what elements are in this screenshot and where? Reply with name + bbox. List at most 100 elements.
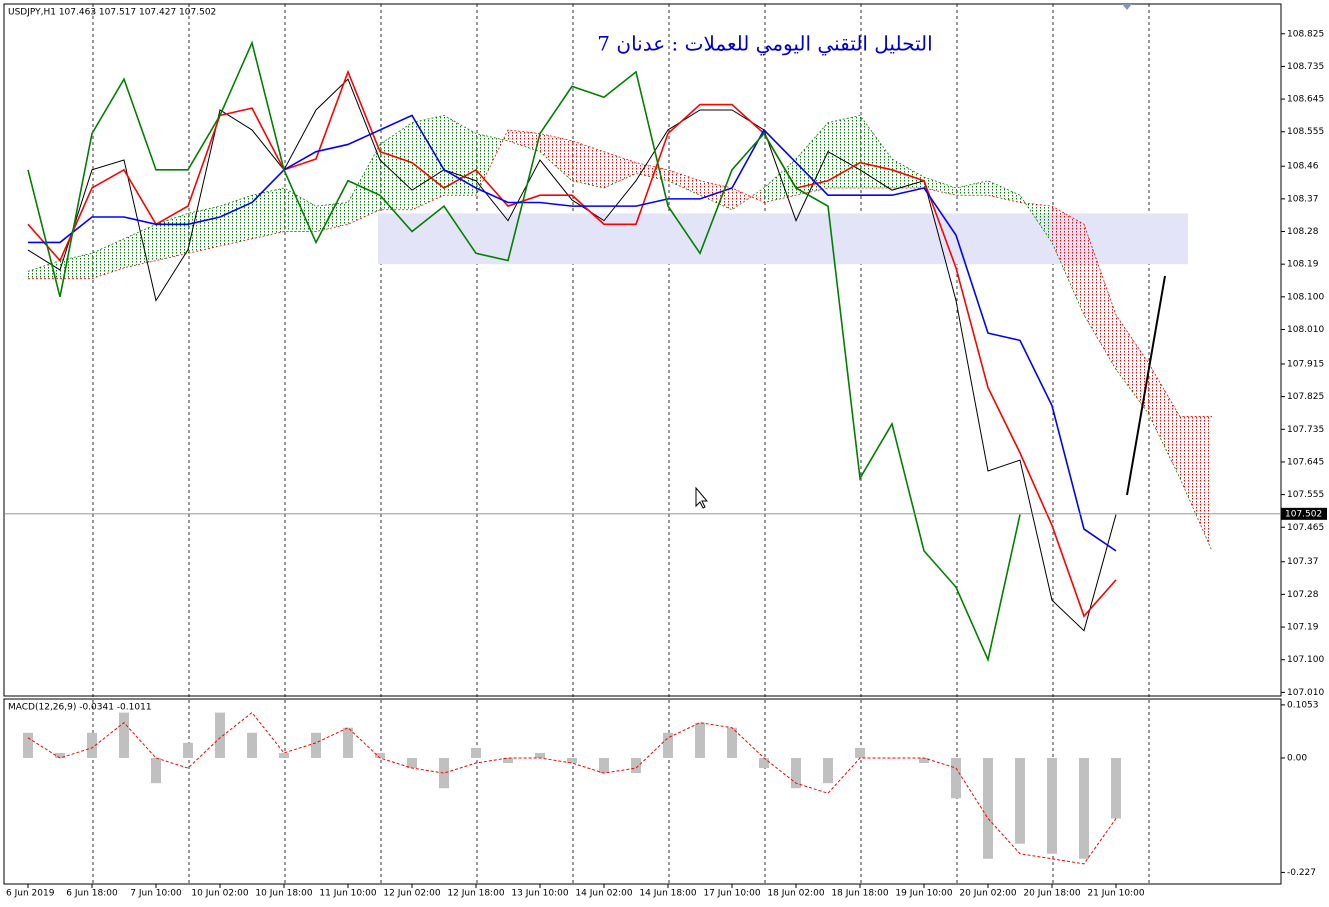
histogram-bar [887,757,897,759]
y-tick-label: 107.645 [1287,457,1324,467]
y-tick-label: 108.825 [1287,29,1324,39]
histogram-bar [55,752,65,758]
cloud-segment [796,122,828,196]
x-tick-label: 21 Jun 10:00 [1087,889,1144,899]
x-tick-label: 20 Jun 18:00 [1023,889,1080,899]
histogram-bar [791,757,801,789]
y-tick-label: 108.28 [1287,227,1319,237]
last-price-box [1281,507,1327,520]
histogram-bar [1079,757,1089,859]
histogram-bar [151,757,161,784]
y-tick-label: 107.825 [1287,392,1324,402]
y-tick-label: 107.010 [1287,688,1324,698]
macd-info: MACD(12,26,9) -0.0341 -0.1011 [8,703,152,713]
y-tick-label: 107.465 [1287,523,1324,533]
histogram-bar [407,757,417,769]
cloud-segment [156,213,188,261]
histogram-bar [183,742,193,758]
indicator-line [27,69,1117,618]
x-tick-label: 6 Jun 18:00 [66,889,118,899]
y-tick-label: 108.19 [1287,260,1319,270]
cloud-edge [28,129,1212,417]
histogram-bar [983,757,993,859]
cloud-segment [92,238,124,279]
x-tick-label: 7 Jun 10:00 [130,889,182,899]
y-tick-label: 107.19 [1287,623,1319,633]
cloud-segment [348,144,380,225]
cloud-segment [188,206,220,254]
y-tick-label: -0.227 [1287,868,1316,878]
cloud-segment [828,115,860,188]
trend-line [1126,275,1166,496]
cloud-segment [700,180,732,210]
histogram-bar [823,757,833,784]
cloud-segment [124,224,156,268]
x-tick-label: 14 Jun 02:00 [575,889,632,899]
histogram-bar [855,747,865,758]
histogram-bar [631,757,641,774]
cloud-segment [316,202,348,232]
cloud-edge [27,114,1213,552]
price-line [27,78,1117,632]
histogram-bar [471,747,481,758]
cloud-segment [508,129,540,152]
y-tick-label: 107.100 [1287,655,1324,665]
cloud-segment [1148,362,1180,479]
cloud-segment [284,187,316,232]
y-tick-label: 108.37 [1287,194,1319,204]
histogram-bar [279,752,289,758]
histogram-bar [375,752,385,758]
histogram-bar [247,732,257,758]
last-price-label: 107.502 [1285,509,1322,519]
x-tick-label: 10 Jun 18:00 [255,889,312,899]
cloud-segment [988,180,1020,203]
y-tick-label: 0.1053 [1287,700,1319,710]
histogram-bar [311,732,321,758]
x-tick-label: 11 Jun 10:00 [319,889,376,899]
y-tick-label: 107.735 [1287,425,1324,435]
cloud-segment [1084,224,1116,370]
y-tick-label: 108.46 [1287,162,1319,172]
x-tick-label: 6 Jun 2019 [6,889,55,899]
histogram-bar [951,757,961,799]
y-tick-label: 108.735 [1287,62,1324,72]
indicator-line [28,114,1117,552]
cloud-segment [956,180,988,196]
y-tick-label: 107.28 [1287,590,1319,600]
histogram-bar [919,757,929,764]
histogram-bar [343,727,353,758]
cloud-segment [892,158,924,188]
histogram-bar [599,757,609,774]
x-tick-label: 18 Jun 02:00 [767,889,824,899]
x-tick-label: 14 Jun 18:00 [639,889,696,899]
y-tick-label: 0.00 [1287,753,1307,763]
histogram-bar [759,757,769,769]
cursor [695,486,709,509]
x-tick-label: 13 Jun 10:00 [511,889,568,899]
x-tick-label: 19 Jun 10:00 [895,889,952,899]
chart-title: التحليل التقني اليومي للعملات : عدنان 7 [597,32,932,56]
cloud-segment [764,158,796,203]
cloud-segment [1052,206,1084,315]
y-tick-label: 107.37 [1287,557,1319,567]
cloud-segment [412,115,444,210]
cloud-segment [220,195,252,247]
histogram-bar [503,757,513,764]
cloud-segment [380,122,412,210]
cloud-segment [924,177,956,196]
main-panel [3,3,1282,697]
y-tick-label: 108.010 [1287,325,1324,335]
y-tick-label: 107.915 [1287,359,1324,369]
signal-line [27,711,1117,865]
cloud-segment [860,115,892,188]
y-tick-label: 108.555 [1287,127,1324,137]
histogram-bar [695,722,705,758]
histogram-bar [215,712,225,758]
x-tick-label: 17 Jun 10:00 [703,889,760,899]
indicator-line [27,40,1021,663]
cloud-segment [1180,416,1212,551]
cloud-segment [540,133,572,181]
histogram-bar [1047,757,1057,854]
cloud-segment [668,169,700,196]
